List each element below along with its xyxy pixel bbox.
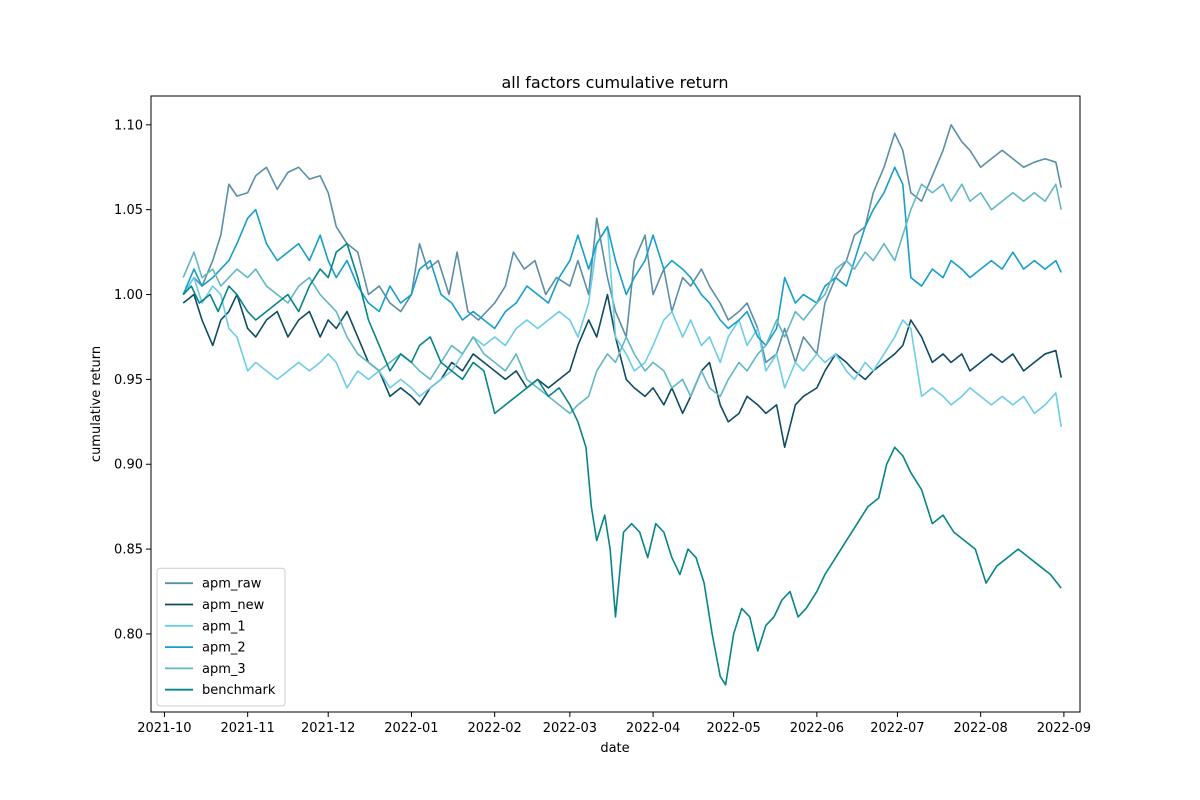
x-tick-label: 2022-09 (1037, 721, 1091, 736)
y-tick-label: 0.85 (114, 543, 143, 558)
x-tick-label: 2021-11 (220, 721, 274, 736)
x-tick-label: 2022-04 (626, 721, 680, 736)
y-tick-label: 1.00 (114, 288, 143, 303)
y-tick-label: 0.90 (114, 458, 143, 473)
series-line-apm_3 (182, 183, 1062, 415)
chart-title: all factors cumulative return (501, 73, 728, 92)
legend-box (156, 567, 286, 707)
series-layer (182, 124, 1063, 686)
x-tick-label: 2022-01 (384, 721, 438, 736)
legend: apm_raw apm_new apm_1 apm_2 apm_3 benchmark (156, 567, 286, 707)
x-tick-label: 2022-03 (543, 721, 597, 736)
x-tick-label: 2022-07 (870, 721, 924, 736)
x-tick-label: 2022-02 (468, 721, 522, 736)
series-line-benchmark (182, 242, 1062, 686)
y-tick-label: 0.95 (114, 373, 143, 388)
legend-label: benchmark (202, 683, 276, 698)
y-axis-label: cumulative return (89, 346, 104, 462)
legend-label: apm_3 (202, 662, 246, 677)
y-tick-label: 1.05 (114, 203, 143, 218)
y-axis: 0.80 0.85 0.90 0.95 1.00 1.05 1.10 (114, 118, 151, 642)
x-tick-label: 2022-05 (706, 721, 760, 736)
x-axis-label: date (600, 741, 629, 756)
legend-label: apm_raw (202, 577, 262, 592)
legend-label: apm_1 (202, 619, 246, 634)
series-line-apm_2 (182, 166, 1062, 347)
series-line-apm_raw (182, 124, 1062, 364)
series-line-apm_new (182, 293, 1062, 449)
x-tick-label: 2022-08 (953, 721, 1007, 736)
x-tick-label: 2022-06 (790, 721, 844, 736)
x-axis: 2021-10 2021-11 2021-12 2022-01 2022-02 2022-… (137, 712, 1091, 736)
legend-label: apm_2 (202, 641, 246, 656)
x-tick-label: 2021-12 (301, 721, 355, 736)
legend-label: apm_new (202, 598, 265, 613)
plot-frame (150, 95, 1081, 713)
series-line-apm_1 (182, 225, 1063, 428)
y-tick-label: 0.80 (114, 627, 143, 642)
y-tick-label: 1.10 (114, 118, 143, 133)
x-tick-label: 2021-10 (137, 721, 191, 736)
